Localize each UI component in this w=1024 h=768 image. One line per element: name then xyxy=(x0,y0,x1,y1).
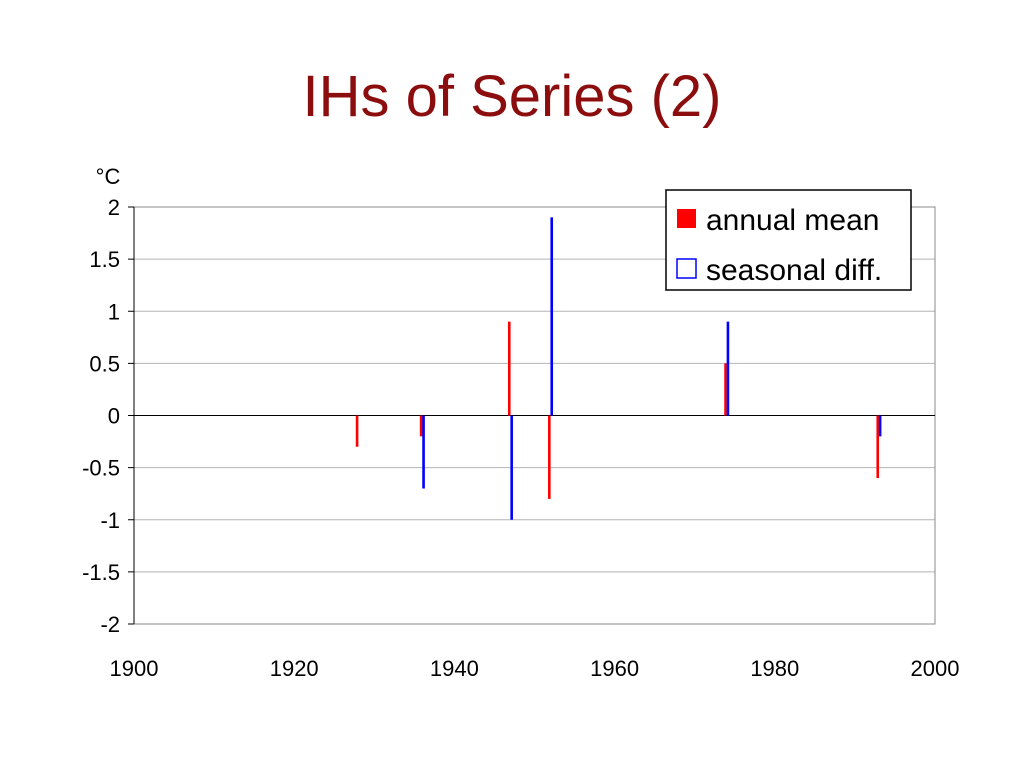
legend-label-seasonal-diff: seasonal diff. xyxy=(706,254,882,287)
x-tick-label: 1900 xyxy=(110,656,159,681)
y-tick-label: 0 xyxy=(108,404,120,429)
y-tick-label: 1.5 xyxy=(89,247,120,272)
x-axis-ticks: 1900 1920 1940 1960 1980 2000 xyxy=(110,656,960,681)
legend: annual mean seasonal diff. xyxy=(665,189,912,291)
x-tick-label: 1940 xyxy=(430,656,479,681)
x-tick-label: 1960 xyxy=(590,656,639,681)
slide-title: IHs of Series (2) xyxy=(302,64,722,129)
x-tick-label: 1920 xyxy=(270,656,319,681)
y-tick-label: -2 xyxy=(100,612,120,637)
seasonal-diff-swatch xyxy=(676,258,697,279)
x-tick-label: 1980 xyxy=(750,656,799,681)
data-bars xyxy=(355,217,882,520)
y-tick-label: -1 xyxy=(100,508,120,533)
annual-mean-swatch xyxy=(677,209,696,228)
y-tick-label: -0.5 xyxy=(82,456,120,481)
y-tick-label: 2 xyxy=(108,195,120,220)
y-axis-ticks: 2 1.5 1 0.5 0 -0.5 -1 -1.5 -2 xyxy=(82,195,134,637)
legend-box xyxy=(665,189,912,291)
legend-label-annual-mean: annual mean xyxy=(706,204,879,237)
y-tick-label: 1 xyxy=(108,299,120,324)
x-tick-label: 2000 xyxy=(911,656,960,681)
y-tick-label: -1.5 xyxy=(82,560,120,585)
y-axis-unit-label: °C xyxy=(96,164,121,189)
y-tick-label: 0.5 xyxy=(89,351,120,376)
